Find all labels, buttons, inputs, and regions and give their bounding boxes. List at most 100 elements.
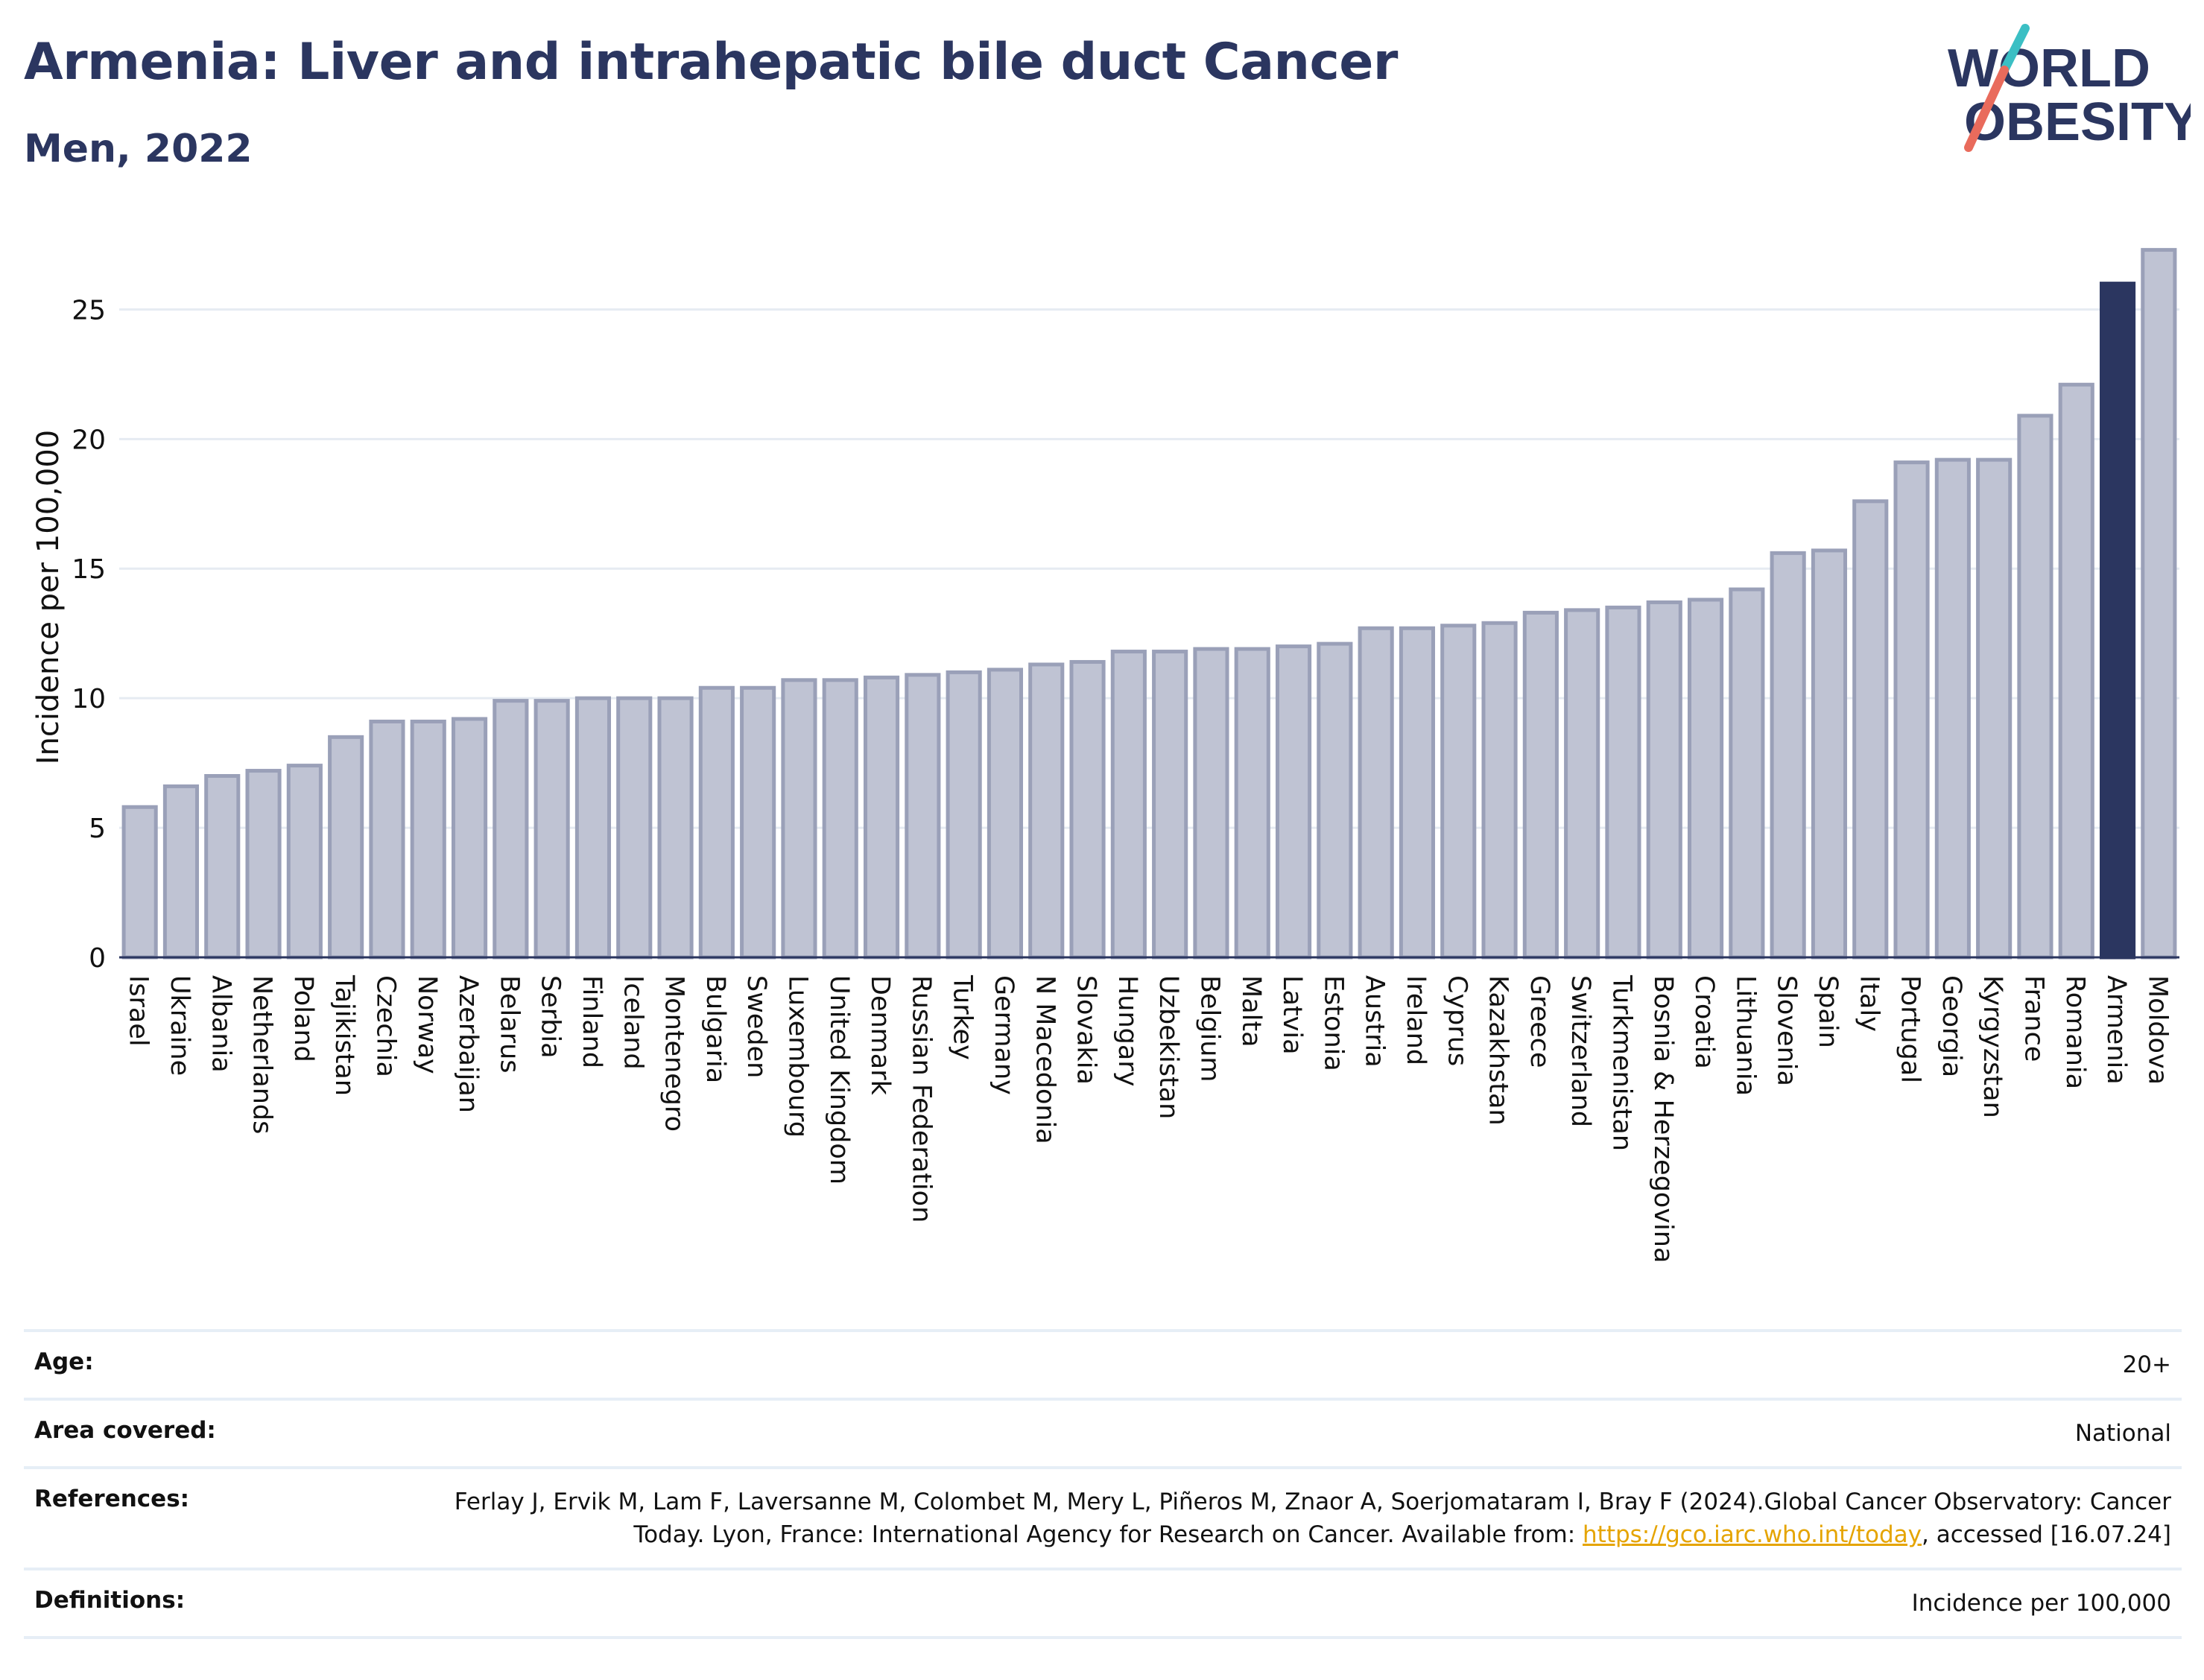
bar[interactable] xyxy=(1234,647,1270,960)
x-tick-label: Finland xyxy=(577,975,607,1068)
y-axis-label: Incidence per 100,000 xyxy=(31,430,66,765)
bar[interactable] xyxy=(1069,659,1106,960)
x-tick-label: Italy xyxy=(1854,975,1884,1032)
bar[interactable] xyxy=(1687,597,1724,960)
x-tick-label: Slovakia xyxy=(1071,975,1101,1085)
bar[interactable] xyxy=(204,774,241,960)
chart-subtitle: Men, 2022 xyxy=(24,127,253,171)
bar[interactable] xyxy=(863,675,900,960)
bar[interactable] xyxy=(1976,457,2013,960)
x-tick-label: Turkey xyxy=(948,974,978,1060)
x-tick-label: Lithuania xyxy=(1730,975,1760,1096)
x-tick-label: Hungary xyxy=(1112,975,1142,1086)
bar[interactable] xyxy=(162,784,200,960)
x-tick-label: Montenegro xyxy=(659,975,689,1132)
bar[interactable] xyxy=(616,696,653,960)
bar[interactable] xyxy=(946,670,982,960)
bar[interactable] xyxy=(369,719,405,960)
bar-chart: 0 5 10 15 20 25 Israel Ukraine Albania Netherlan… xyxy=(31,247,2179,1263)
x-tick-label: Slovenia xyxy=(1772,975,1802,1086)
info-value: Ferlay J, Ervik M, Lam F, Laversanne M, … xyxy=(432,1466,2182,1569)
bar[interactable] xyxy=(1399,626,1436,960)
bar[interactable] xyxy=(1481,621,1518,960)
bar[interactable] xyxy=(1275,644,1312,960)
bar[interactable] xyxy=(1564,608,1600,960)
x-tick-label: Iceland xyxy=(618,975,647,1070)
bar[interactable] xyxy=(328,735,364,960)
bar[interactable] xyxy=(1193,647,1229,960)
y-tick-label: 5 xyxy=(89,814,106,844)
bar[interactable] xyxy=(1152,650,1188,960)
x-tick-label: Austria xyxy=(1360,975,1390,1068)
info-value: Incidence per 100,000 xyxy=(432,1568,2182,1639)
bar[interactable] xyxy=(1358,626,1394,960)
bar[interactable] xyxy=(1110,650,1147,960)
x-tick-label: Malta xyxy=(1236,975,1266,1047)
info-row: Definitions: Incidence per 100,000 xyxy=(24,1568,2182,1639)
bar[interactable] xyxy=(533,699,570,960)
world-obesity-logo: WORLD OBESITY xyxy=(1948,24,2191,152)
x-tick-label: United Kingdom xyxy=(824,975,854,1185)
bar[interactable] xyxy=(987,668,1024,960)
bar[interactable] xyxy=(740,685,776,960)
bar[interactable] xyxy=(1440,624,1477,960)
bar[interactable] xyxy=(2058,382,2094,960)
x-tick-label: Romania xyxy=(2060,975,2090,1089)
bar[interactable] xyxy=(1522,610,1559,960)
x-tick-label: Serbia xyxy=(536,975,566,1059)
bar[interactable] xyxy=(1646,600,1682,960)
x-tick-label: Russian Federation xyxy=(906,975,936,1223)
reference-link[interactable]: https://gco.iarc.who.int/today xyxy=(1583,1521,1922,1548)
x-tick-label: Poland xyxy=(288,975,318,1062)
bars xyxy=(121,247,2177,960)
bar[interactable] xyxy=(1317,641,1353,960)
info-table: Age: 20+ Area covered: National References: F… xyxy=(24,1329,2182,1639)
bar[interactable] xyxy=(1770,551,1806,960)
y-axis-ticks: 0 5 10 15 20 25 xyxy=(72,295,106,974)
x-tick-label: Azerbaijan xyxy=(453,975,483,1113)
y-tick-label: 0 xyxy=(89,943,106,974)
x-tick-label: Armenia xyxy=(2101,975,2131,1085)
bar[interactable] xyxy=(698,685,735,960)
y-tick-label: 10 xyxy=(72,684,106,714)
bar[interactable] xyxy=(822,678,858,960)
bar[interactable] xyxy=(1811,548,1848,960)
x-tick-label: Estonia xyxy=(1318,975,1348,1071)
bar[interactable] xyxy=(657,696,694,960)
logo-word-world: WORLD xyxy=(1948,39,2150,98)
y-tick-label: 25 xyxy=(72,295,106,326)
chart-title: Armenia: Liver and intrahepatic bile duc… xyxy=(24,33,1398,92)
bar[interactable] xyxy=(574,696,612,960)
x-tick-label: Portugal xyxy=(1896,975,1925,1083)
bar-highlight[interactable] xyxy=(2099,282,2136,960)
x-tick-label: Croatia xyxy=(1689,975,1719,1069)
info-value: 20+ xyxy=(432,1329,2182,1399)
x-tick-label: Norway xyxy=(412,975,442,1074)
x-tick-label: Turkmenistan xyxy=(1606,974,1636,1151)
bar[interactable] xyxy=(1893,460,1930,960)
bar[interactable] xyxy=(1852,499,1889,960)
x-tick-label: Kazakhstan xyxy=(1483,975,1513,1126)
bar[interactable] xyxy=(121,805,158,960)
bar[interactable] xyxy=(2017,413,2053,960)
x-tick-label: Sweden xyxy=(741,975,771,1078)
bar[interactable] xyxy=(2141,247,2177,960)
bar[interactable] xyxy=(410,719,446,960)
x-tick-label: France xyxy=(2018,975,2048,1062)
bar[interactable] xyxy=(1605,605,1641,960)
bar[interactable] xyxy=(1934,457,1971,960)
bar[interactable] xyxy=(1729,587,1765,960)
bar[interactable] xyxy=(245,769,282,960)
bar[interactable] xyxy=(493,699,529,960)
bar[interactable] xyxy=(286,764,323,960)
info-value: National xyxy=(432,1398,2182,1468)
info-key: Definitions: xyxy=(24,1568,432,1639)
bar[interactable] xyxy=(1028,662,1065,960)
x-tick-label: Belarus xyxy=(494,975,524,1074)
bar[interactable] xyxy=(905,673,941,960)
x-tick-label: Greece xyxy=(1524,975,1554,1068)
bar[interactable] xyxy=(451,717,488,960)
bar[interactable] xyxy=(781,678,817,960)
x-tick-label: N Macedonia xyxy=(1030,975,1060,1144)
y-tick-label: 20 xyxy=(72,425,106,455)
